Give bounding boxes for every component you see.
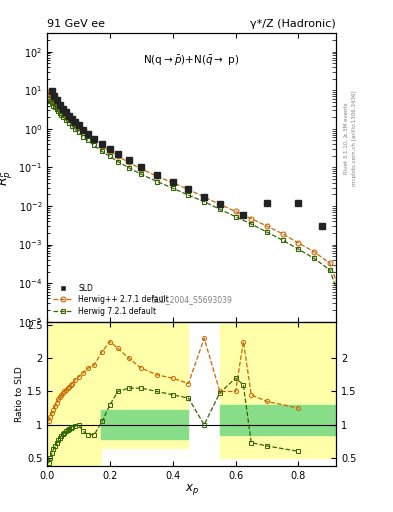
Text: mcplots.cern.ch [arXiv:1306.3436]: mcplots.cern.ch [arXiv:1306.3436] — [352, 91, 357, 186]
Text: 91 GeV ee: 91 GeV ee — [47, 19, 105, 29]
Text: Rivet 3.1.10, ≥ 3M events: Rivet 3.1.10, ≥ 3M events — [344, 102, 349, 174]
Text: N(q$\rightarrow\bar{p}$)+N($\bar{q}\rightarrow$ p): N(q$\rightarrow\bar{p}$)+N($\bar{q}\righ… — [143, 53, 240, 68]
Text: SLD_2004_S5693039: SLD_2004_S5693039 — [151, 295, 232, 305]
Legend: SLD, Herwig++ 2.7.1 default, Herwig 7.2.1 default: SLD, Herwig++ 2.7.1 default, Herwig 7.2.… — [51, 282, 172, 318]
Y-axis label: $R^p_p$: $R^p_p$ — [0, 169, 15, 186]
X-axis label: $x_p$: $x_p$ — [185, 482, 198, 497]
Y-axis label: Ratio to SLD: Ratio to SLD — [15, 366, 24, 422]
Text: γ*/Z (Hadronic): γ*/Z (Hadronic) — [250, 19, 336, 29]
